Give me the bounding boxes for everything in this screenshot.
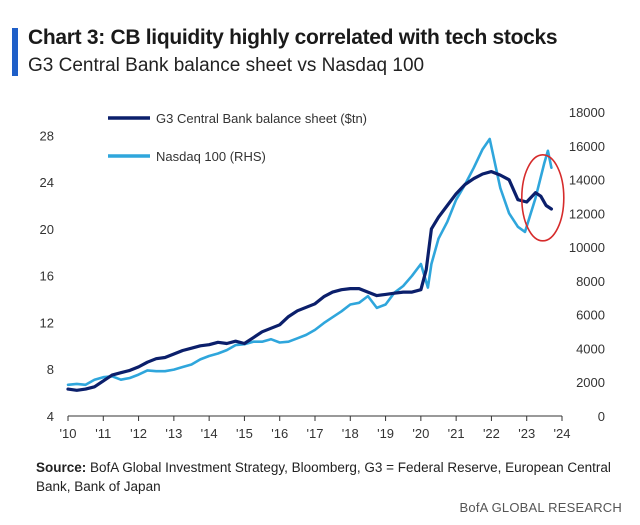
x-tick-label: '11 <box>95 426 111 441</box>
x-tick-label: '18 <box>342 426 359 441</box>
chart-subtitle: G3 Central Bank balance sheet vs Nasdaq … <box>28 55 425 76</box>
y-right-tick-label: 10000 <box>569 240 605 255</box>
series-line-balance-sheet <box>66 170 553 392</box>
x-tick-label: '21 <box>448 426 465 441</box>
accent-bar <box>12 28 18 76</box>
y-right-tick-label: 2000 <box>576 375 605 390</box>
x-tick-label: '20 <box>412 426 429 441</box>
x-tick-label: '24 <box>554 426 571 441</box>
source-label: Source: <box>36 460 87 475</box>
legend-label: G3 Central Bank balance sheet ($tn) <box>156 111 367 126</box>
x-tick-label: '15 <box>236 426 253 441</box>
y-left-tick-label: 24 <box>40 175 54 190</box>
y-right-tick-label: 4000 <box>576 341 605 356</box>
x-tick-label: '19 <box>377 426 394 441</box>
x-tick-label: '13 <box>165 426 182 441</box>
y-right-tick-label: 0 <box>598 409 605 424</box>
chart-axes: '10 '11 '12 '13 '14 '15 '16 '17 '18 '19 '20 '21 '22 '… <box>40 105 605 441</box>
x-tick-label: '12 <box>130 426 147 441</box>
y-left-tick-label: 8 <box>47 362 54 377</box>
chart-legend: G3 Central Bank balance sheet ($tn) Nasda… <box>108 111 367 164</box>
y-right-tick-label: 8000 <box>576 274 605 289</box>
y-right-tick-label: 16000 <box>569 139 605 154</box>
series-line-nasdaq <box>66 137 553 387</box>
x-tick-label: '23 <box>518 426 535 441</box>
y-right-tick-label: 12000 <box>569 206 605 221</box>
x-tick-label: '17 <box>307 426 324 441</box>
x-tick-label: '14 <box>201 426 218 441</box>
highlight-circle <box>520 154 565 242</box>
y-left-tick-label: 12 <box>40 315 54 330</box>
source-note: Source: BofA Global Investment Strategy,… <box>36 458 626 496</box>
y-left-tick-label: 28 <box>40 128 54 143</box>
footer-brand: BofA GLOBAL RESEARCH <box>459 500 622 515</box>
chart-annotation <box>520 154 565 242</box>
chart-series <box>66 137 553 392</box>
source-text: BofA Global Investment Strategy, Bloombe… <box>36 460 611 494</box>
y-right-tick-label: 14000 <box>569 173 605 188</box>
y-right-tick-label: 6000 <box>576 308 605 323</box>
x-tick-label: '10 <box>60 426 77 441</box>
x-tick-label: '22 <box>483 426 500 441</box>
y-left-tick-label: 16 <box>40 269 54 284</box>
y-right-tick-label: 18000 <box>569 105 605 120</box>
y-left-tick-label: 4 <box>47 409 54 424</box>
y-left-tick-label: 20 <box>40 222 54 237</box>
legend-label: Nasdaq 100 (RHS) <box>156 149 266 164</box>
chart-title: Chart 3: CB liquidity highly correlated … <box>28 26 558 49</box>
x-tick-label: '16 <box>271 426 288 441</box>
